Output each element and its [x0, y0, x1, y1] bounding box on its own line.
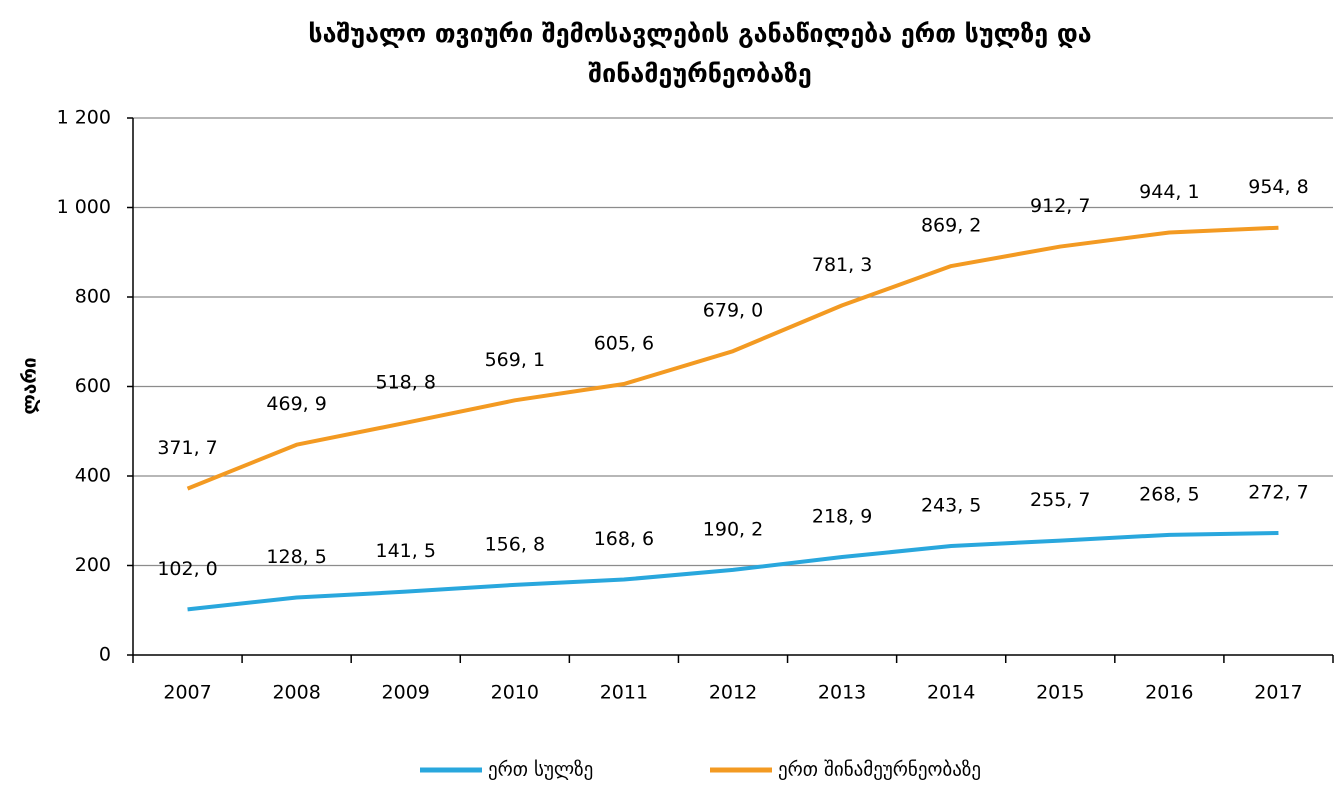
y-tick-label: 600: [75, 375, 111, 397]
y-tick-label: 200: [75, 554, 111, 576]
data-label: 168, 6: [594, 528, 654, 550]
data-label: 272, 7: [1248, 481, 1308, 503]
x-tick-label: 2015: [1036, 682, 1084, 704]
data-label: 156, 8: [485, 533, 545, 555]
data-label: 679, 0: [703, 300, 763, 322]
x-tick-label: 2010: [491, 682, 539, 704]
x-tick-label: 2007: [163, 682, 211, 704]
data-label: 243, 5: [921, 495, 981, 517]
data-label: 869, 2: [921, 215, 981, 237]
y-axis-label: ლარი: [19, 357, 41, 414]
data-label: 102, 0: [157, 558, 217, 580]
data-label: 128, 5: [266, 546, 326, 568]
y-tick-label: 1 000: [57, 196, 111, 218]
data-label: 605, 6: [594, 332, 654, 354]
data-label: 268, 5: [1139, 483, 1199, 505]
series-line: [186, 225, 1279, 491]
x-tick-label: 2017: [1254, 682, 1302, 704]
data-label: 218, 9: [812, 506, 872, 528]
legend-label: ერთ სულზე: [488, 759, 593, 781]
y-tick-label: 800: [75, 286, 111, 308]
x-tick-label: 2012: [709, 682, 757, 704]
x-tick-label: 2009: [382, 682, 430, 704]
data-label: 141, 5: [376, 540, 436, 562]
data-label: 944, 1: [1139, 181, 1199, 203]
data-label: 190, 2: [703, 518, 763, 540]
y-tick-label: 1 200: [57, 107, 111, 129]
data-label: 371, 7: [157, 437, 217, 459]
x-tick-label: 2011: [600, 682, 648, 704]
x-tick-label: 2008: [272, 682, 320, 704]
legend-label: ერთ შინამეურნეობაზე: [778, 759, 981, 781]
x-tick-label: 2016: [1145, 682, 1193, 704]
data-label: 469, 9: [266, 393, 326, 415]
x-tick-label: 2014: [927, 682, 975, 704]
y-tick-label: 0: [99, 644, 111, 666]
series-line: [187, 530, 1279, 612]
x-tick-label: 2013: [818, 682, 866, 704]
chart-title: საშუალო თვიური შემოსავლების განაწილება ე…: [308, 19, 1092, 88]
data-label: 781, 3: [812, 254, 872, 276]
data-label: 255, 7: [1030, 489, 1090, 511]
y-tick-label: 400: [75, 465, 111, 487]
data-label: 954, 8: [1248, 176, 1308, 198]
data-label: 518, 8: [376, 371, 436, 393]
data-label: 912, 7: [1030, 195, 1090, 217]
data-label: 569, 1: [485, 349, 545, 371]
